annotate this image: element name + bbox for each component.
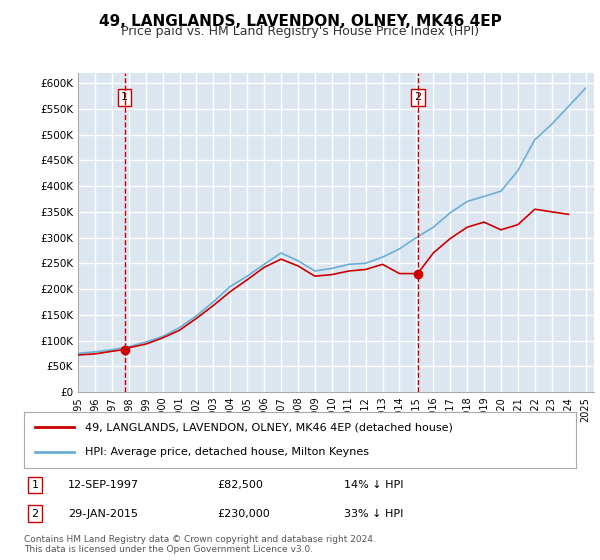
Text: 1: 1 xyxy=(121,92,128,102)
Text: 1: 1 xyxy=(32,480,38,490)
Text: £82,500: £82,500 xyxy=(217,480,263,490)
Text: 2: 2 xyxy=(414,92,421,102)
Text: 2: 2 xyxy=(31,509,38,519)
Text: 14% ↓ HPI: 14% ↓ HPI xyxy=(344,480,404,490)
Text: 49, LANGLANDS, LAVENDON, OLNEY, MK46 4EP: 49, LANGLANDS, LAVENDON, OLNEY, MK46 4EP xyxy=(98,14,502,29)
Text: HPI: Average price, detached house, Milton Keynes: HPI: Average price, detached house, Milt… xyxy=(85,447,369,457)
Text: £230,000: £230,000 xyxy=(217,509,270,519)
Text: Contains HM Land Registry data © Crown copyright and database right 2024.
This d: Contains HM Land Registry data © Crown c… xyxy=(24,535,376,554)
Text: 49, LANGLANDS, LAVENDON, OLNEY, MK46 4EP (detached house): 49, LANGLANDS, LAVENDON, OLNEY, MK46 4EP… xyxy=(85,422,452,432)
Text: 33% ↓ HPI: 33% ↓ HPI xyxy=(344,509,404,519)
Text: 12-SEP-1997: 12-SEP-1997 xyxy=(68,480,139,490)
Text: 29-JAN-2015: 29-JAN-2015 xyxy=(68,509,138,519)
Text: Price paid vs. HM Land Registry's House Price Index (HPI): Price paid vs. HM Land Registry's House … xyxy=(121,25,479,38)
